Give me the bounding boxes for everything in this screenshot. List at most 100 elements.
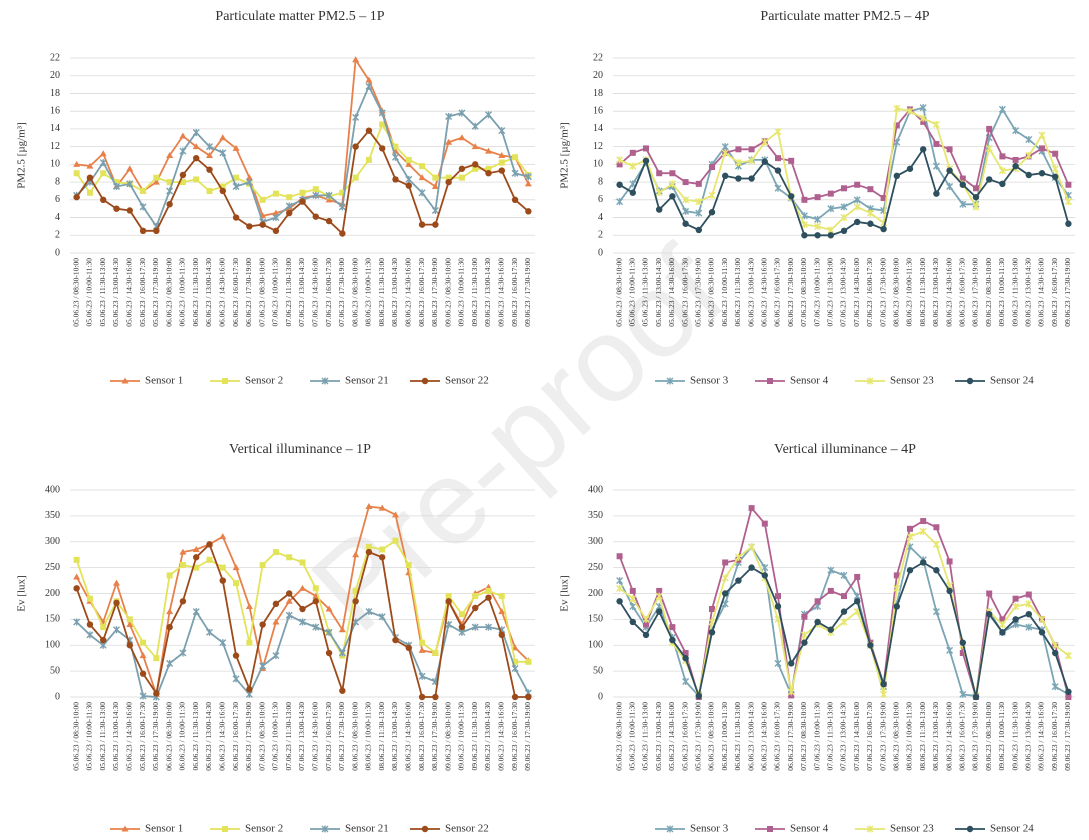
- point: [774, 128, 782, 136]
- x-tick-label: 09.06.23 / 16:00-17:30: [1050, 702, 1059, 771]
- x-tick-label: 05.06.23 / 13:00-14:30: [654, 258, 663, 327]
- point: [946, 183, 954, 191]
- x-tick-label: 05.06.23 / 11:30-13:00: [98, 702, 107, 771]
- y-tick-label: 100: [588, 640, 603, 651]
- y-tick-label: 150: [45, 614, 60, 625]
- point: [695, 692, 702, 700]
- point: [166, 187, 174, 195]
- point: [907, 525, 913, 532]
- x-tick-label: 07.06.23 / 08:30-10:00: [257, 702, 266, 771]
- point: [788, 692, 795, 699]
- point: [1052, 150, 1059, 157]
- point: [800, 631, 808, 639]
- point: [166, 572, 173, 579]
- legend-label: Sensor 3: [690, 375, 729, 387]
- point: [1052, 649, 1059, 657]
- point: [339, 687, 346, 694]
- x-tick-label: 05.06.23 / 08:30-10:00: [614, 258, 623, 327]
- point: [99, 159, 107, 167]
- point: [86, 621, 94, 628]
- point: [933, 567, 940, 574]
- point: [946, 558, 953, 565]
- x-tick-label: 09.06.23 / 14:30-16:00: [1037, 702, 1046, 771]
- x-tick-label: 05.06.23 / 13:00-14:30: [654, 702, 663, 771]
- x-tick-label: 05.06.23 / 10:00-11:30: [628, 258, 637, 327]
- point: [272, 600, 280, 608]
- point: [445, 598, 452, 605]
- point: [405, 175, 413, 183]
- y-tick-label: 0: [55, 247, 60, 258]
- point: [1012, 127, 1020, 135]
- point: [708, 629, 716, 636]
- x-tick-label: 08.06.23 / 16:00-17:30: [417, 258, 426, 327]
- point: [126, 180, 134, 188]
- point: [973, 185, 979, 192]
- point: [841, 185, 847, 192]
- chart-title: Particulate matter PM2.5 – 4P: [760, 9, 929, 24]
- point: [524, 173, 532, 181]
- point: [100, 636, 107, 644]
- point: [299, 584, 306, 591]
- point: [140, 187, 147, 194]
- point: [458, 165, 466, 172]
- point: [153, 690, 160, 697]
- point: [933, 140, 940, 147]
- point: [801, 196, 808, 203]
- point: [525, 658, 532, 665]
- point: [748, 543, 756, 551]
- y-tick-label: 18: [50, 88, 60, 99]
- point: [972, 203, 980, 211]
- point: [121, 825, 129, 832]
- point: [734, 553, 742, 561]
- y-tick-label: 16: [50, 105, 60, 116]
- point: [392, 143, 399, 150]
- point: [485, 165, 492, 172]
- point: [179, 548, 187, 555]
- point: [166, 201, 173, 208]
- point: [774, 603, 782, 610]
- point: [946, 146, 953, 153]
- x-tick-label: 05.06.23 / 17:30-19:00: [694, 258, 703, 327]
- point: [1065, 694, 1072, 700]
- chart-title: Vertical illuminance – 4P: [774, 442, 916, 457]
- point: [932, 120, 940, 128]
- point: [512, 154, 519, 161]
- point: [498, 593, 505, 600]
- point: [511, 693, 519, 701]
- point: [299, 605, 306, 613]
- x-tick-label: 05.06.23 / 16:00-17:30: [680, 702, 689, 771]
- y-tick-label: 22: [50, 52, 60, 63]
- point: [986, 611, 993, 618]
- point: [365, 127, 373, 134]
- point: [219, 149, 227, 157]
- point: [458, 623, 466, 631]
- point: [458, 174, 465, 181]
- point: [419, 163, 426, 170]
- point: [668, 180, 676, 188]
- point: [919, 527, 927, 535]
- point: [365, 503, 373, 510]
- point: [721, 143, 729, 151]
- y-tick-label: 8: [55, 176, 60, 187]
- point: [73, 573, 81, 580]
- point: [299, 618, 306, 626]
- point: [880, 195, 887, 202]
- point: [629, 189, 636, 196]
- point: [840, 608, 848, 615]
- point: [827, 190, 834, 197]
- legend-label: Sensor 24: [990, 823, 1034, 835]
- point: [1052, 173, 1059, 180]
- point: [113, 179, 120, 186]
- point: [232, 675, 240, 683]
- point: [893, 584, 901, 592]
- point: [338, 649, 346, 657]
- point: [656, 170, 663, 177]
- x-tick-label: 08.06.23 / 13:00-14:30: [931, 702, 940, 771]
- point: [972, 693, 980, 701]
- point: [219, 533, 227, 540]
- point: [629, 587, 636, 594]
- point: [629, 162, 637, 170]
- point: [73, 170, 80, 177]
- point: [193, 554, 200, 561]
- point: [946, 167, 953, 174]
